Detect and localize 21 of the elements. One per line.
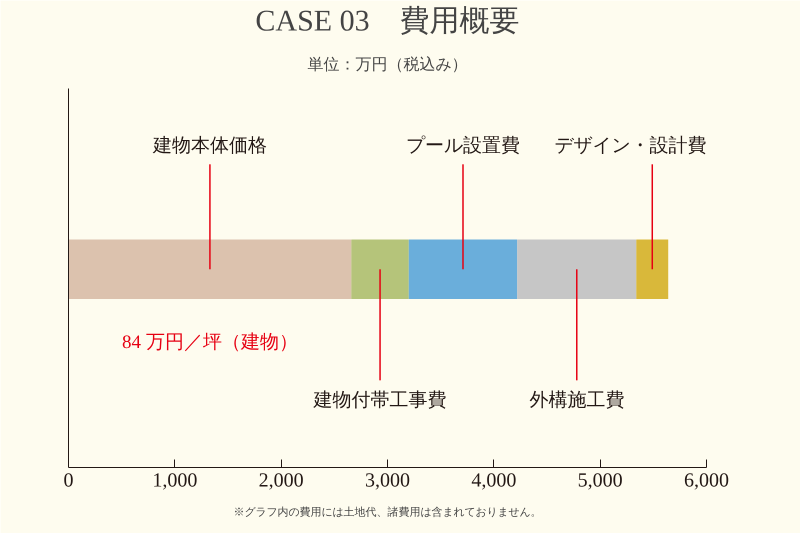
bar [517, 240, 636, 300]
x-tick-label: 4,000 [471, 470, 516, 492]
text: デザイン・設計費 [554, 136, 706, 157]
text: 建物本体価格 [152, 136, 267, 157]
text: プール設置費 [406, 136, 520, 157]
bar [408, 240, 518, 300]
x-tick-label: 6,000 [684, 470, 729, 492]
chart-title: CASE 03 費用概要 [255, 4, 520, 38]
x-tick-label: 0 [64, 470, 74, 492]
chart-subtitle: 単位：万円（税込み） [308, 56, 468, 74]
x-tick-label: 2,000 [258, 470, 304, 492]
bar [636, 240, 668, 300]
text: ※グラフ内の費用には土地代、諸費用は含まれておりません。 [234, 506, 542, 518]
x-tick-label: 3,000 [365, 470, 410, 492]
text: 外構施工費 [529, 390, 624, 411]
text: 建物付帯工事費 [312, 390, 447, 411]
bar [351, 240, 409, 300]
x-tick-label: 5,000 [578, 470, 623, 492]
bar [68, 240, 352, 300]
x-tick-label: 1,000 [152, 470, 198, 492]
annotation: 84 万円／坪（建物） [122, 332, 298, 353]
